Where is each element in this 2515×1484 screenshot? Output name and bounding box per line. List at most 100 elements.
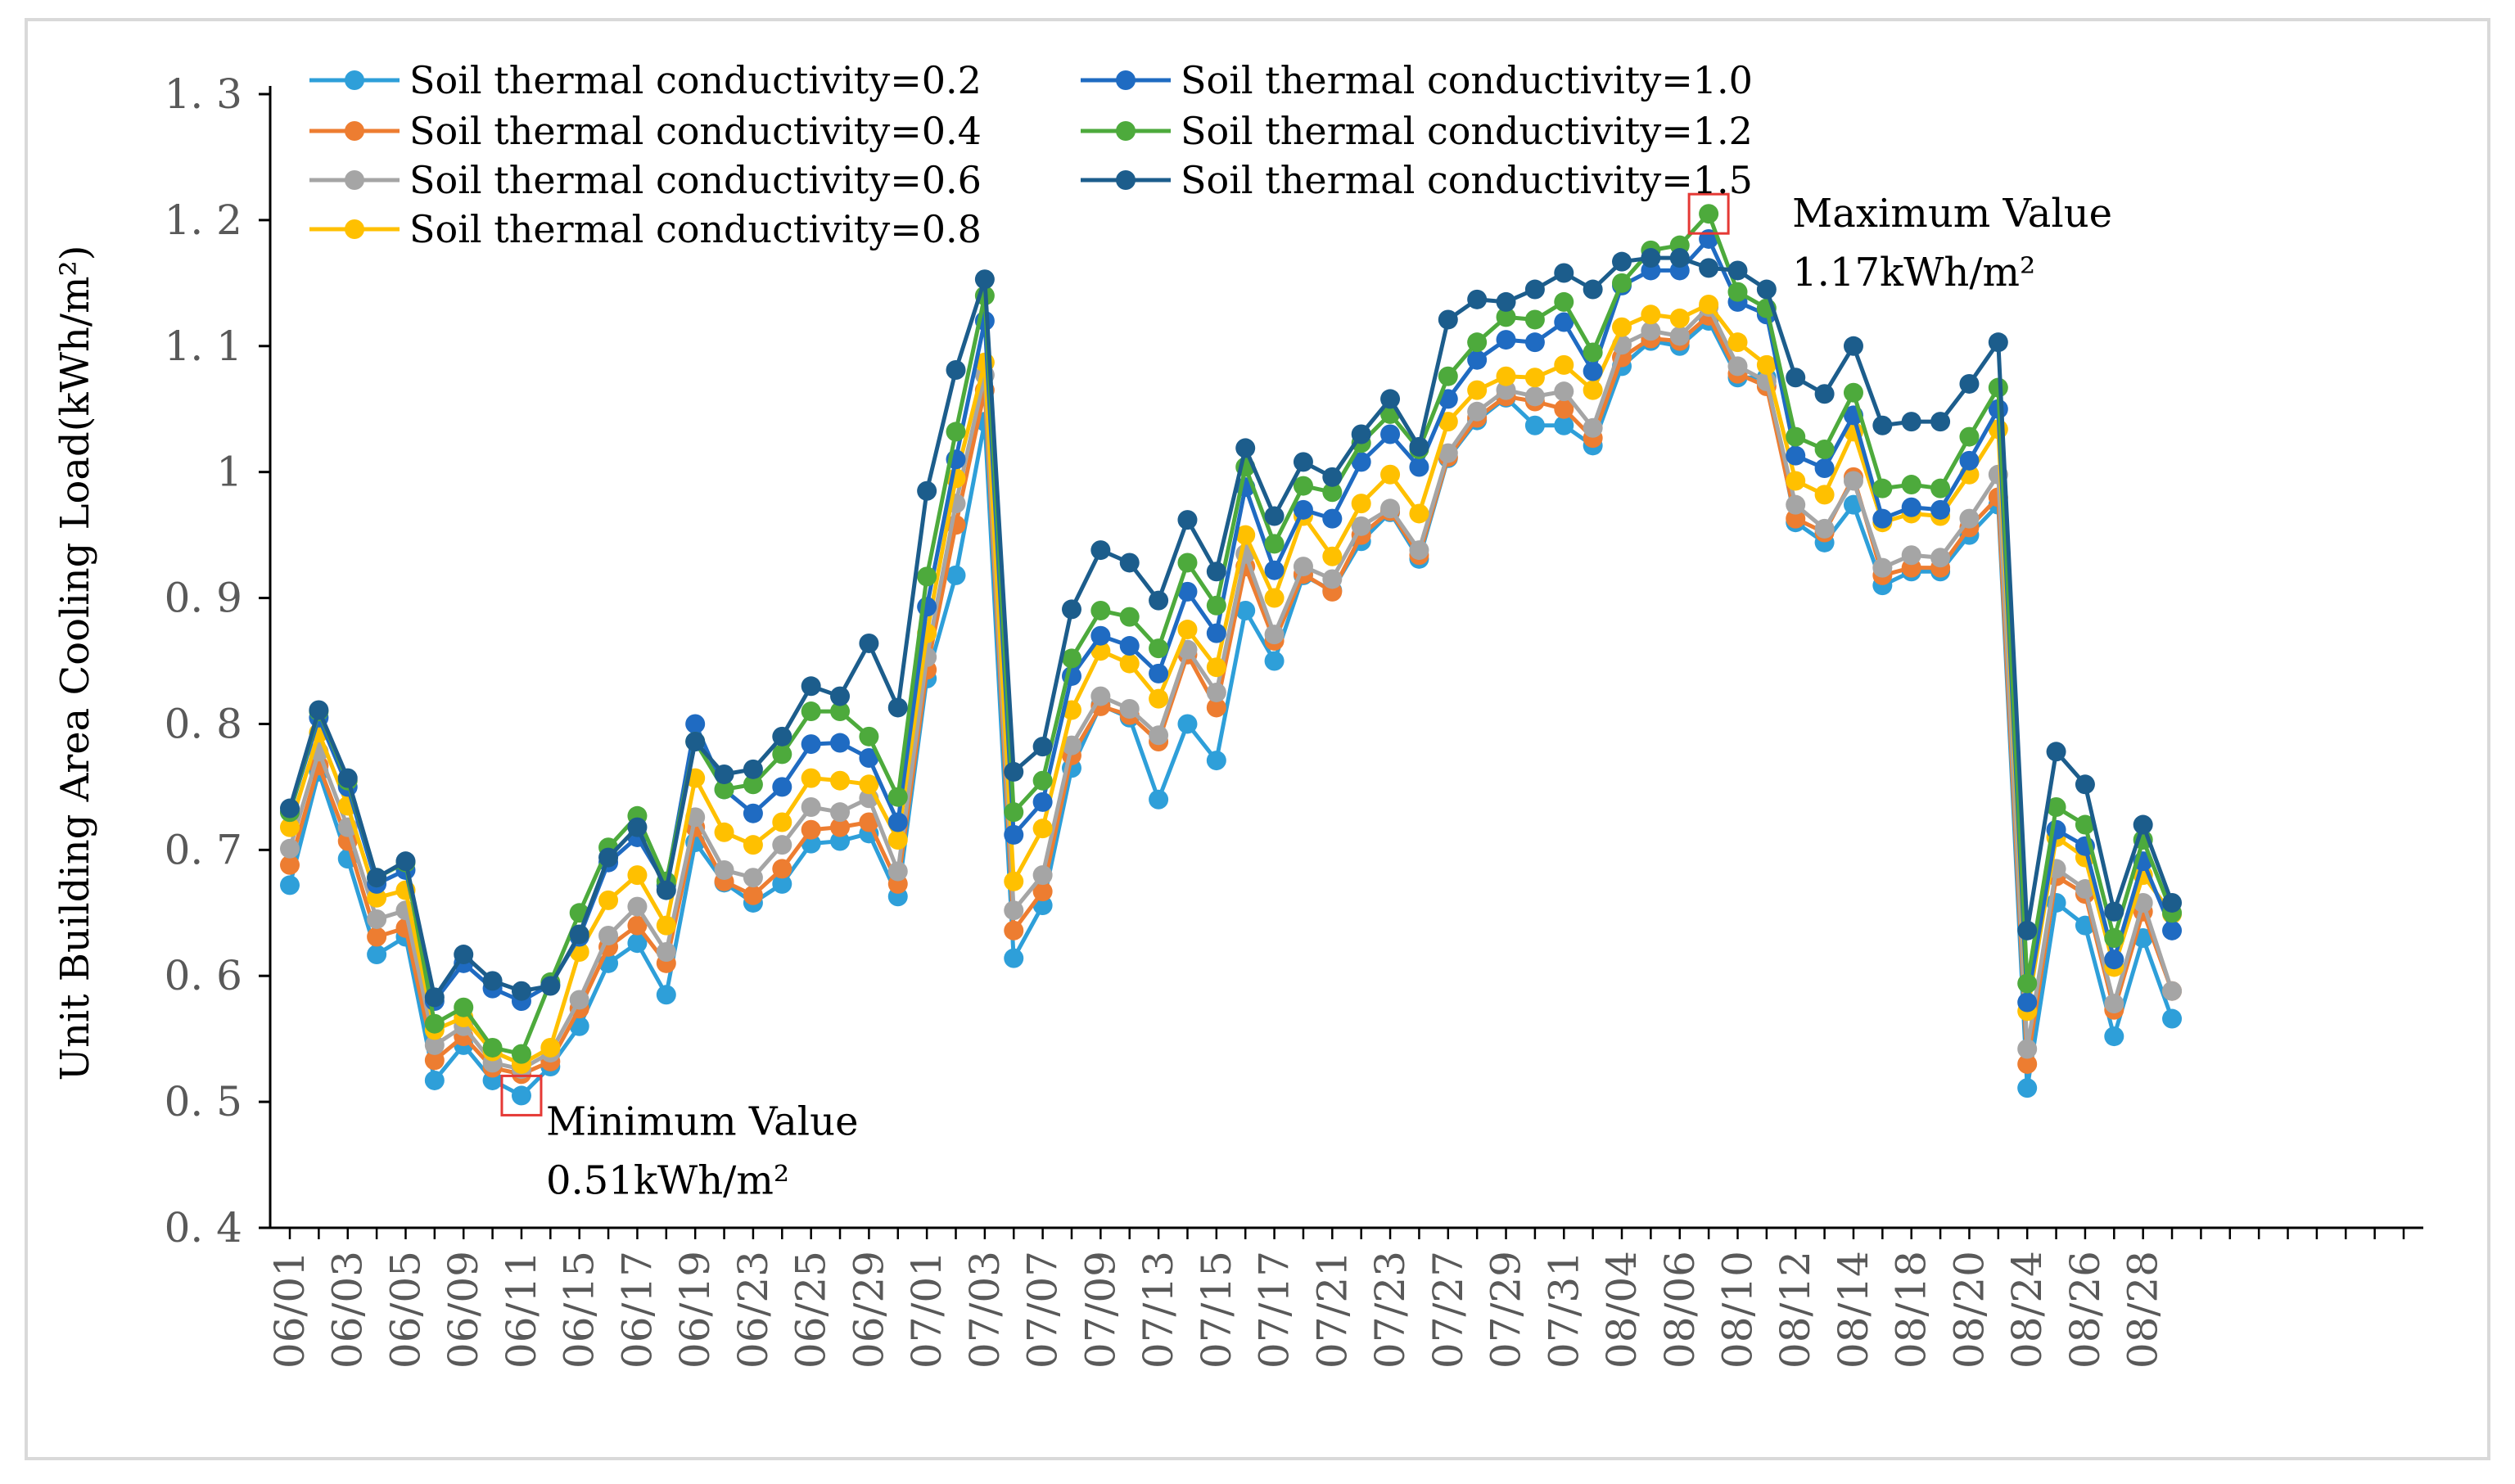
data-point [1264,534,1285,554]
data-point [830,802,851,823]
data-point [714,822,734,842]
data-point [1438,412,1458,432]
x-tick-label: 07/21 [1308,1251,1356,1369]
data-point [743,885,763,905]
data-point [1149,789,1169,810]
data-point [1380,424,1401,444]
data-point [1930,548,1951,568]
data-point [830,733,851,753]
data-point [2075,814,2095,835]
data-point [1641,321,1661,341]
data-point [367,887,387,908]
data-point [1235,525,1256,545]
data-point [1641,304,1661,325]
data-point [424,1050,445,1071]
data-point [887,787,908,807]
data-point [1119,636,1140,656]
data-point [1438,443,1458,463]
data-point [1786,445,1806,466]
y-tick-label: 0. 6 [165,952,242,999]
data-point [2017,973,2038,994]
data-point [1988,377,2008,398]
data-point [1322,546,1343,566]
data-point [1206,657,1226,678]
data-point [1467,289,1488,309]
data-point [1351,494,1371,514]
data-point [1612,317,1632,337]
data-point [1351,516,1371,536]
annotation-box [500,1074,543,1116]
data-point [1119,553,1140,573]
data-point [1149,725,1169,746]
legend-swatch-marker [345,170,364,190]
data-point [454,945,474,965]
data-point [2046,797,2066,818]
series-line [287,255,2174,999]
data-point [1235,600,1256,620]
data-point [1901,545,1921,566]
data-point [1322,508,1343,529]
data-point [772,835,792,855]
data-point [2075,774,2095,795]
data-point [743,759,763,779]
x-tick-label: 06/23 [729,1251,777,1369]
x-tick-label: 07/09 [1077,1251,1124,1369]
data-point [1467,350,1488,370]
data-point [1669,326,1690,346]
data-point [830,831,851,851]
data-point [1293,476,1313,496]
data-point [1206,623,1226,643]
data-point [1699,258,1719,278]
data-point [1293,499,1313,520]
data-point [1554,399,1574,419]
x-tick-label: 07/27 [1425,1251,1472,1369]
data-point [424,1013,445,1034]
data-point [1814,458,1835,479]
data-point [424,987,445,1008]
data-point [1090,600,1111,620]
data-point [1119,698,1140,719]
data-point [830,701,851,722]
data-point [859,747,879,768]
data-point [2162,892,2183,913]
data-point [656,985,676,1005]
data-point [1206,595,1226,616]
data-point [482,1037,503,1058]
x-tick-label: 07/31 [1540,1251,1587,1369]
data-point [1786,426,1806,447]
data-point [1872,557,1893,578]
data-point [656,915,676,936]
data-point [1409,436,1429,457]
data-point [714,779,734,800]
data-point [1206,682,1226,702]
legend-entry: Soil thermal conductivity=0.6 [409,158,982,202]
data-point [367,927,387,947]
y-tick-label: 0. 4 [165,1204,242,1252]
data-point [1583,417,1603,438]
data-point [1351,452,1371,472]
data-point [1814,518,1835,539]
data-point [859,633,879,653]
data-point [1583,342,1603,363]
data-point [367,945,387,965]
data-point [656,941,676,962]
x-tick-label: 08/06 [1656,1251,1704,1369]
data-point [1293,452,1313,472]
data-point [627,915,648,936]
data-point [1351,424,1371,444]
data-point [1786,494,1806,515]
x-tick-label: 07/07 [1019,1251,1067,1369]
data-point [2104,901,2124,922]
data-point [1032,737,1053,757]
data-point [395,851,416,872]
series-line [287,318,2174,1098]
x-tick-label: 08/18 [1888,1251,1935,1369]
data-point [1959,426,1980,447]
data-point [1699,204,1719,224]
legend-entry: Soil thermal conductivity=1.0 [1181,58,1753,102]
data-point [1554,263,1574,283]
data-point [1901,412,1921,432]
x-tick-label: 07/03 [961,1251,1009,1369]
data-point [1959,508,1980,529]
